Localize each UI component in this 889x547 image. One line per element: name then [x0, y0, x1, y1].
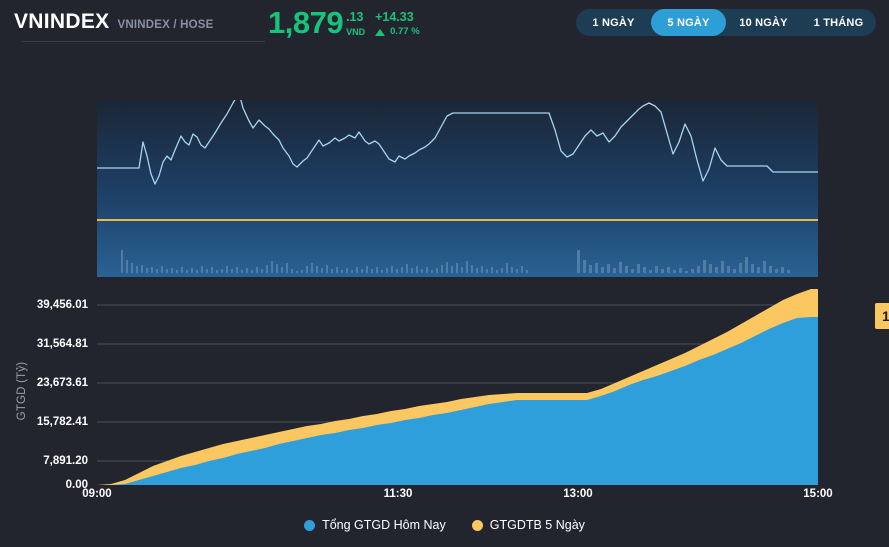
area-today-turnover	[97, 317, 818, 485]
triangle-up-icon	[375, 28, 386, 36]
reference-price-integer: 1864	[882, 308, 889, 324]
exchange-label: VNINDEX / HOSE	[117, 19, 214, 31]
x-tick-1300: 13:00	[563, 488, 593, 500]
change-absolute: +14.33	[375, 10, 414, 24]
price-currency: VND	[346, 27, 366, 37]
range-tab-5-day[interactable]: 5 NGÀY	[651, 9, 726, 36]
y-tick-7891: 7,891.20	[43, 455, 88, 467]
change-percent-row: 0.77 %	[375, 27, 420, 37]
price-line	[97, 100, 818, 185]
title-divider	[22, 41, 265, 42]
price-chart-panel[interactable]: 1864 .80	[97, 100, 889, 329]
x-tick-1130: 11:30	[383, 488, 413, 500]
quote-block: 1,879 .13 VND +14.33 0.77 %	[268, 6, 420, 46]
symbol-name: VNINDEX	[14, 10, 110, 33]
y-tick-23673: 23,673.61	[36, 377, 88, 389]
price-value: 1,879	[268, 5, 344, 40]
y-tick-31564: 31,564.81	[36, 338, 88, 350]
y-tick-15782: 15,782.41	[36, 416, 88, 428]
legend-dot-blue-icon	[304, 519, 316, 531]
x-tick-1500: 15:00	[803, 488, 833, 500]
y-tick-39456: 39,456.01	[36, 299, 88, 311]
price-line-chart	[97, 100, 818, 277]
legend-item-five-day-avg[interactable]: GTGDTB 5 Ngày	[471, 518, 585, 532]
change-block: +14.33 0.77 %	[375, 6, 420, 37]
price-detail: .13 VND	[346, 6, 365, 38]
y-axis-ticks: 39,456.01 31,564.81 23,673.61 15,782.41 …	[0, 285, 88, 547]
price-chart-background	[97, 100, 818, 277]
legend-label-five-day-avg: GTGDTB 5 Ngày	[489, 518, 585, 532]
range-tab-group[interactable]: 1 NGÀY 5 NGÀY 10 NGÀY 1 THÁNG	[576, 9, 876, 36]
range-tab-1-day[interactable]: 1 NGÀY	[592, 16, 635, 29]
turnover-area-chart	[97, 289, 818, 485]
x-tick-0900: 09:00	[82, 488, 112, 500]
range-tab-1-month[interactable]: 1 THÁNG	[813, 16, 864, 29]
volume-bars	[121, 250, 790, 273]
y-tick-0: 0.00	[65, 479, 88, 491]
change-percent: 0.77 %	[390, 26, 420, 37]
turnover-chart-panel[interactable]: GTGD (Tỷ) 39,456.01 31,564.81 23,673.61 …	[0, 285, 889, 547]
page-header: VNINDEX VNINDEX / HOSE 1,879 .13 VND +14…	[0, 0, 889, 56]
range-tab-10-day[interactable]: 10 NGÀY	[739, 16, 788, 29]
chart-legend: Tổng GTGD Hôm Nay GTGDTB 5 Ngày	[0, 518, 889, 532]
legend-label-today: Tổng GTGD Hôm Nay	[322, 518, 446, 532]
instrument-title: VNINDEX VNINDEX / HOSE	[14, 10, 214, 34]
legend-item-today[interactable]: Tổng GTGD Hôm Nay	[304, 518, 446, 532]
legend-dot-amber-icon	[471, 519, 483, 531]
reference-price-badge: 1864 .80	[875, 303, 889, 329]
price-decimal: .13	[346, 10, 364, 24]
